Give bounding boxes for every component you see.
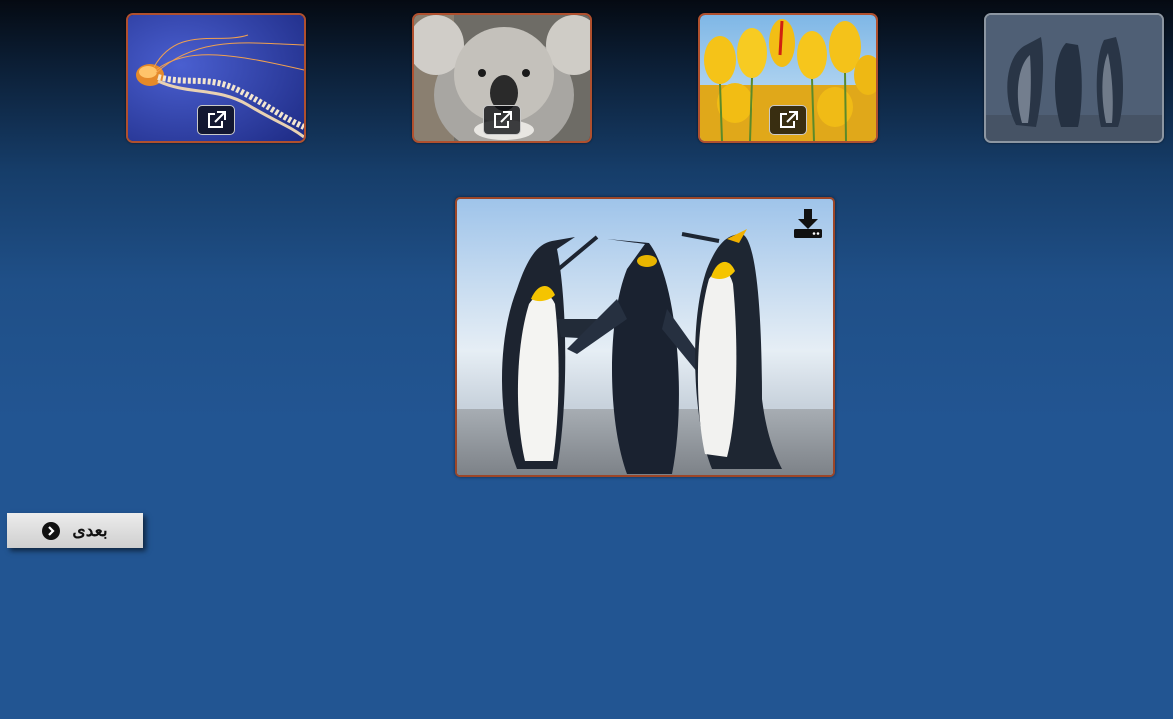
download-icon [794,209,822,238]
external-link-icon [208,111,226,128]
thumbnail-koala[interactable] [412,13,592,143]
thumbnail-penguins-active[interactable] [984,13,1164,143]
next-button[interactable]: بعدی [7,513,143,548]
penguins-image [457,199,833,475]
open-image-button[interactable] [197,105,235,135]
open-image-button[interactable] [483,105,521,135]
external-link-icon [494,111,512,128]
next-button-label: بعدی [72,520,108,541]
external-link-icon [780,111,798,128]
thumbnail-jellyfish[interactable] [126,13,306,143]
main-image-viewer [455,197,835,477]
open-image-button[interactable] [769,105,807,135]
download-button[interactable] [791,208,825,240]
active-thumbnail-overlay [986,15,1162,141]
tulips-image [700,15,876,141]
thumbnail-tulips[interactable] [698,13,878,143]
chevron-circle-right-icon [42,521,61,540]
